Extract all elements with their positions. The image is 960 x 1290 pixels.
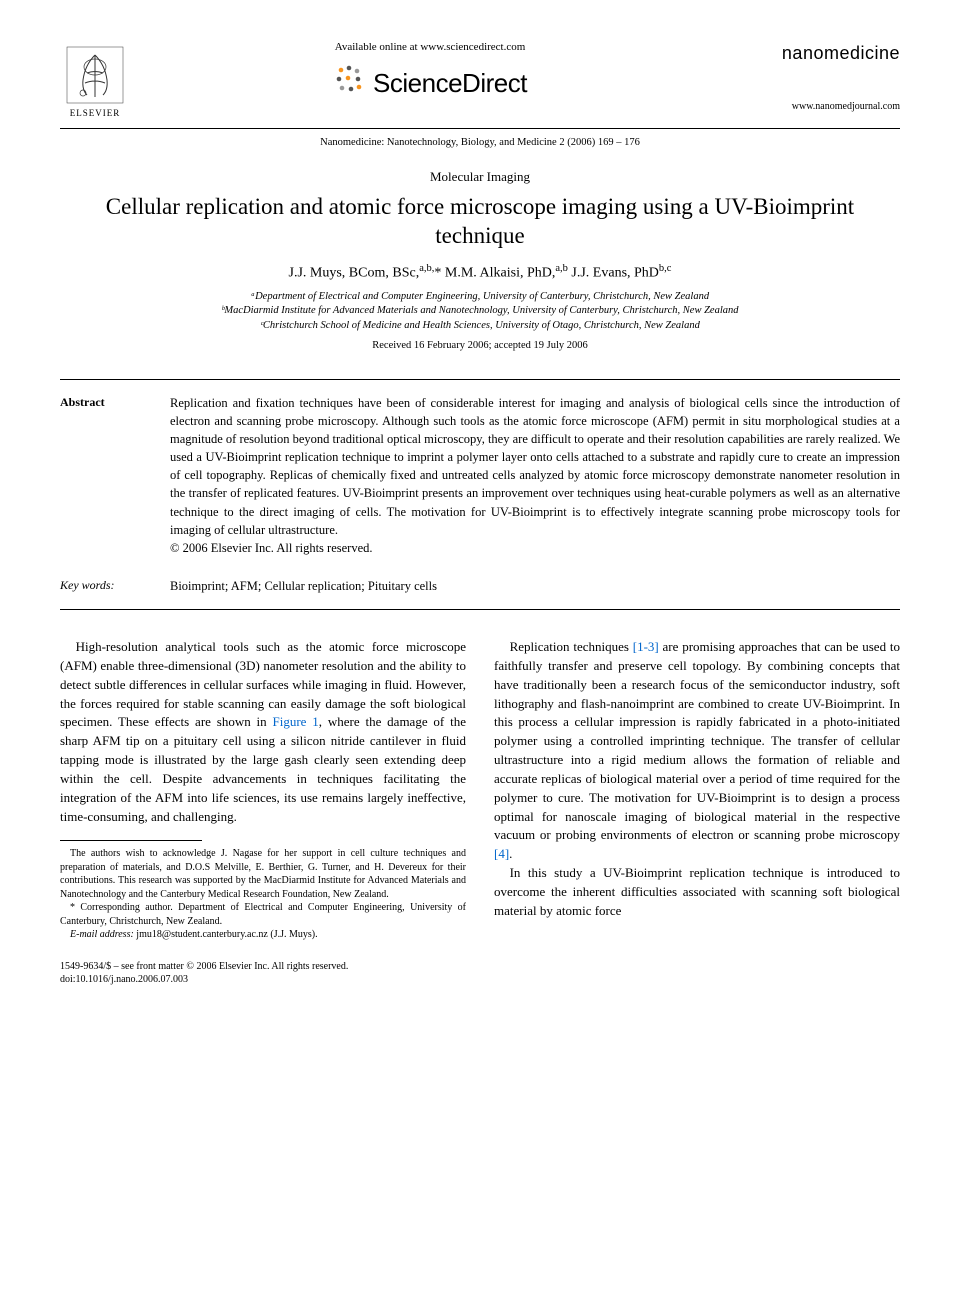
affiliations: ᵃDepartment of Electrical and Computer E… xyxy=(60,290,900,334)
journal-brand-block: nanomedicine www.nanomedjournal.com xyxy=(730,40,900,115)
affiliation-c: ᶜChristchurch School of Medicine and Hea… xyxy=(60,319,900,334)
body-paragraph-1: High-resolution analytical tools such as… xyxy=(60,638,466,826)
journal-header: ELSEVIER Available online at www.science… xyxy=(60,40,900,120)
header-rule xyxy=(60,128,900,129)
elsevier-logo: ELSEVIER xyxy=(60,40,130,120)
available-online-text: Available online at www.sciencedirect.co… xyxy=(130,40,730,56)
keywords-label: Key words: xyxy=(60,577,140,595)
issn-line: 1549-9634/$ – see front matter © 2006 El… xyxy=(60,960,900,973)
abstract-copyright: © 2006 Elsevier Inc. All rights reserved… xyxy=(170,541,373,555)
keywords-text: Bioimprint; AFM; Cellular replication; P… xyxy=(170,577,437,595)
received-dates: Received 16 February 2006; accepted 19 J… xyxy=(60,338,900,353)
abstract-text: Replication and fixation techniques have… xyxy=(170,394,900,595)
article-title: Cellular replication and atomic force mi… xyxy=(90,193,870,251)
elsevier-tree-icon xyxy=(65,45,125,105)
email-note: E-mail address: jmu18@student.canterbury… xyxy=(60,928,466,942)
journal-brand: nanomedicine xyxy=(730,40,900,66)
footnote-separator xyxy=(60,840,202,841)
email-address: jmu18@student.canterbury.ac.nz (J.J. Muy… xyxy=(136,929,317,940)
footnotes-block: The authors wish to acknowledge J. Nagas… xyxy=(60,847,466,942)
author-list: J.J. Muys, BCom, BSc,a,b,* M.M. Alkaisi,… xyxy=(60,261,900,284)
section-label: Molecular Imaging xyxy=(60,168,900,187)
affiliation-a: ᵃDepartment of Electrical and Computer E… xyxy=(60,290,900,305)
ref-1-3-link[interactable]: [1-3] xyxy=(633,639,659,654)
sciencedirect-dots-icon xyxy=(333,62,367,107)
keywords-row: Key words: Bioimprint; AFM; Cellular rep… xyxy=(60,567,900,595)
abstract-label: Abstract xyxy=(60,394,140,411)
acknowledgment-note: The authors wish to acknowledge J. Nagas… xyxy=(60,847,466,901)
elsevier-label: ELSEVIER xyxy=(70,107,121,120)
article-body: High-resolution analytical tools such as… xyxy=(60,638,900,942)
sciencedirect-text: ScienceDirect xyxy=(373,65,527,103)
citation-line: Nanomedicine: Nanotechnology, Biology, a… xyxy=(60,135,900,150)
ref-4-link[interactable]: [4] xyxy=(494,846,509,861)
abstract-body: Replication and fixation techniques have… xyxy=(170,396,900,537)
journal-url: www.nanomedjournal.com xyxy=(730,100,900,115)
body-paragraph-3: In this study a UV-Bioimprint replicatio… xyxy=(494,864,900,921)
abstract-block: Abstract Replication and fixation techni… xyxy=(60,379,900,610)
body-paragraph-2: Replication techniques [1-3] are promisi… xyxy=(494,638,900,864)
page-footer: 1549-9634/$ – see front matter © 2006 El… xyxy=(60,960,900,986)
sciencedirect-block: Available online at www.sciencedirect.co… xyxy=(130,40,730,107)
corresponding-author-note: * Corresponding author. Department of El… xyxy=(60,901,466,928)
doi-line: doi:10.1016/j.nano.2006.07.003 xyxy=(60,973,900,986)
figure-1-link[interactable]: Figure 1 xyxy=(273,714,319,729)
affiliation-b: ᵇMacDiarmid Institute for Advanced Mater… xyxy=(60,304,900,319)
email-label: E-mail address: xyxy=(70,929,134,940)
sciencedirect-logo: ScienceDirect xyxy=(333,62,527,107)
